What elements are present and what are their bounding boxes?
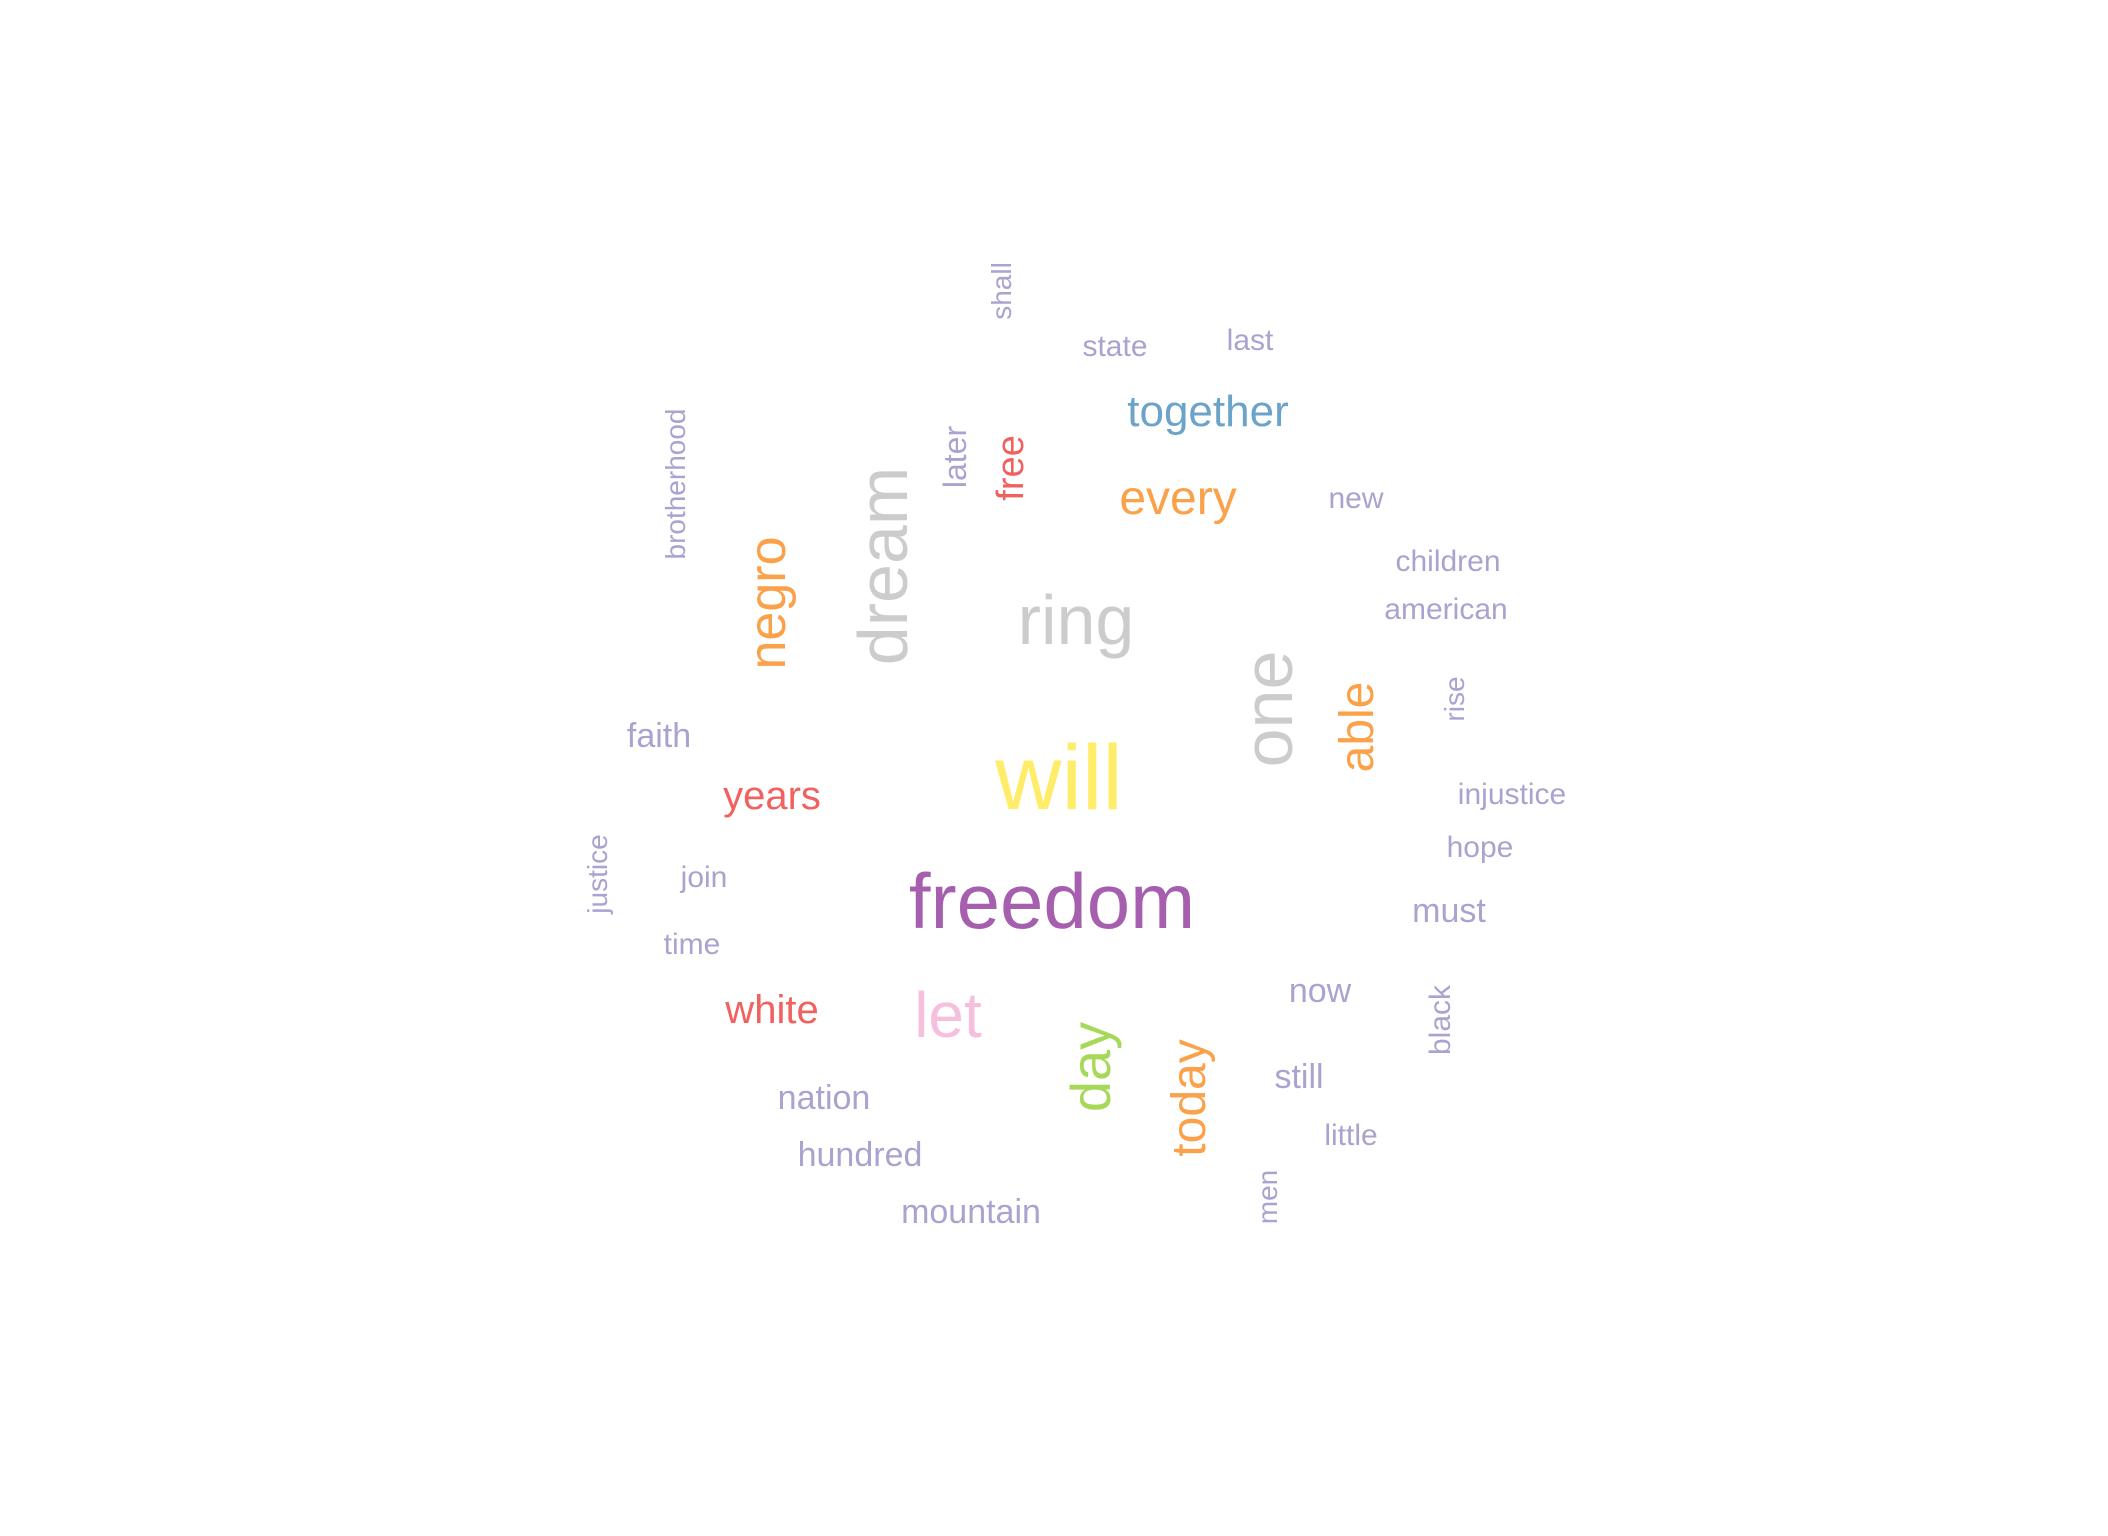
word-join: join — [680, 861, 728, 894]
word-state: state — [1082, 330, 1148, 363]
word-later: later — [937, 425, 973, 489]
word-shall: shall — [986, 262, 1017, 320]
word-injustice: injustice — [1457, 778, 1567, 811]
word-every: every — [1119, 472, 1237, 525]
word-children: children — [1395, 545, 1501, 578]
word-nation: nation — [777, 1079, 871, 1117]
word-rise: rise — [1439, 676, 1470, 722]
word-freedom: freedom — [908, 857, 1196, 945]
word-together: together — [1127, 387, 1289, 436]
word-years: years — [723, 774, 821, 818]
word-dream: dream — [844, 466, 922, 666]
word-faith: faith — [626, 717, 692, 755]
word-free: free — [990, 435, 1032, 501]
word-time: time — [663, 928, 721, 961]
word-negro: negro — [739, 536, 797, 670]
word-men: men — [1252, 1169, 1283, 1225]
word-able: able — [1331, 681, 1384, 773]
word-little: little — [1324, 1119, 1378, 1152]
word-day: day — [1059, 1021, 1122, 1113]
word-american: american — [1384, 593, 1508, 626]
word-ring: ring — [1017, 581, 1135, 659]
word-must: must — [1412, 892, 1486, 930]
word-brotherhood: brotherhood — [660, 408, 691, 560]
word-mountain: mountain — [901, 1193, 1041, 1231]
word-last: last — [1226, 324, 1274, 357]
word-black: black — [1424, 984, 1457, 1056]
word-white: white — [725, 988, 819, 1032]
word-new: new — [1328, 482, 1384, 515]
word-hope: hope — [1446, 831, 1514, 864]
word-will: will — [995, 727, 1123, 829]
word-today: today — [1163, 1039, 1216, 1157]
word-still: still — [1274, 1058, 1324, 1096]
word-now: now — [1288, 972, 1352, 1010]
word-one: one — [1229, 650, 1307, 768]
word-justice: justice — [582, 834, 613, 914]
word-let: let — [914, 979, 982, 1051]
word-hundred: hundred — [797, 1136, 923, 1174]
